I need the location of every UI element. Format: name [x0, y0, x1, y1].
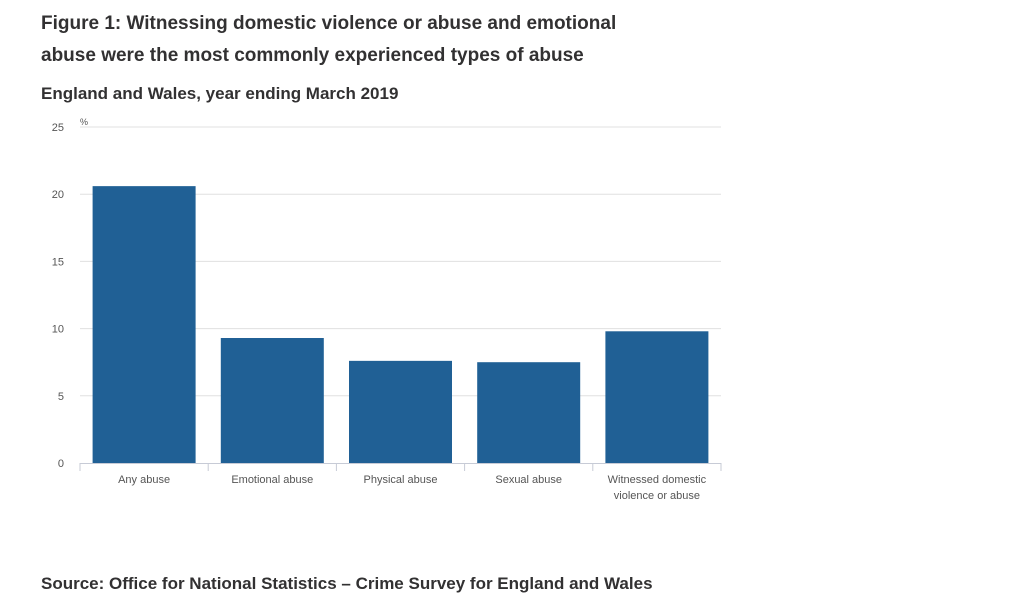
chart-subtitle: England and Wales, year ending March 201… [41, 84, 399, 103]
bar [220, 338, 324, 463]
source-note: Source: Office for National Statistics –… [41, 574, 653, 593]
x-axis [79, 463, 722, 471]
bar [477, 362, 581, 463]
y-tick-label: 5 [58, 391, 64, 403]
y-tick-label: 25 [52, 122, 64, 134]
bar [605, 331, 709, 463]
x-tick-label: Emotional abuse [231, 474, 313, 486]
bar [349, 360, 452, 463]
x-tick-label: Any abuse [118, 474, 170, 486]
x-tick-label: Physical abuse [364, 474, 438, 486]
bar-chart: 0 5 10 15 20 25 % Any abuse Emotional abuse Physi… [52, 117, 722, 502]
bars [92, 186, 709, 464]
x-tick-label: Sexual abuse [495, 474, 562, 486]
y-tick-label: 20 [52, 189, 64, 201]
x-tick-label: Witnessed domestic violence or abuse [608, 474, 707, 502]
y-tick-label: 15 [52, 256, 64, 268]
axis-labels: 0 5 10 15 20 25 % Any abuse Emotional abuse Physi… [52, 117, 707, 502]
bar [92, 186, 196, 464]
chart-area: 0 5 10 15 20 25% Any abuse Emotional abuse Physi… [0, 110, 760, 520]
y-unit-label: % [80, 117, 88, 127]
y-tick-label: 10 [52, 324, 64, 336]
chart-title: Figure 1: Witnessing domestic violence o… [41, 13, 617, 66]
y-tick-label: 0 [58, 458, 64, 470]
